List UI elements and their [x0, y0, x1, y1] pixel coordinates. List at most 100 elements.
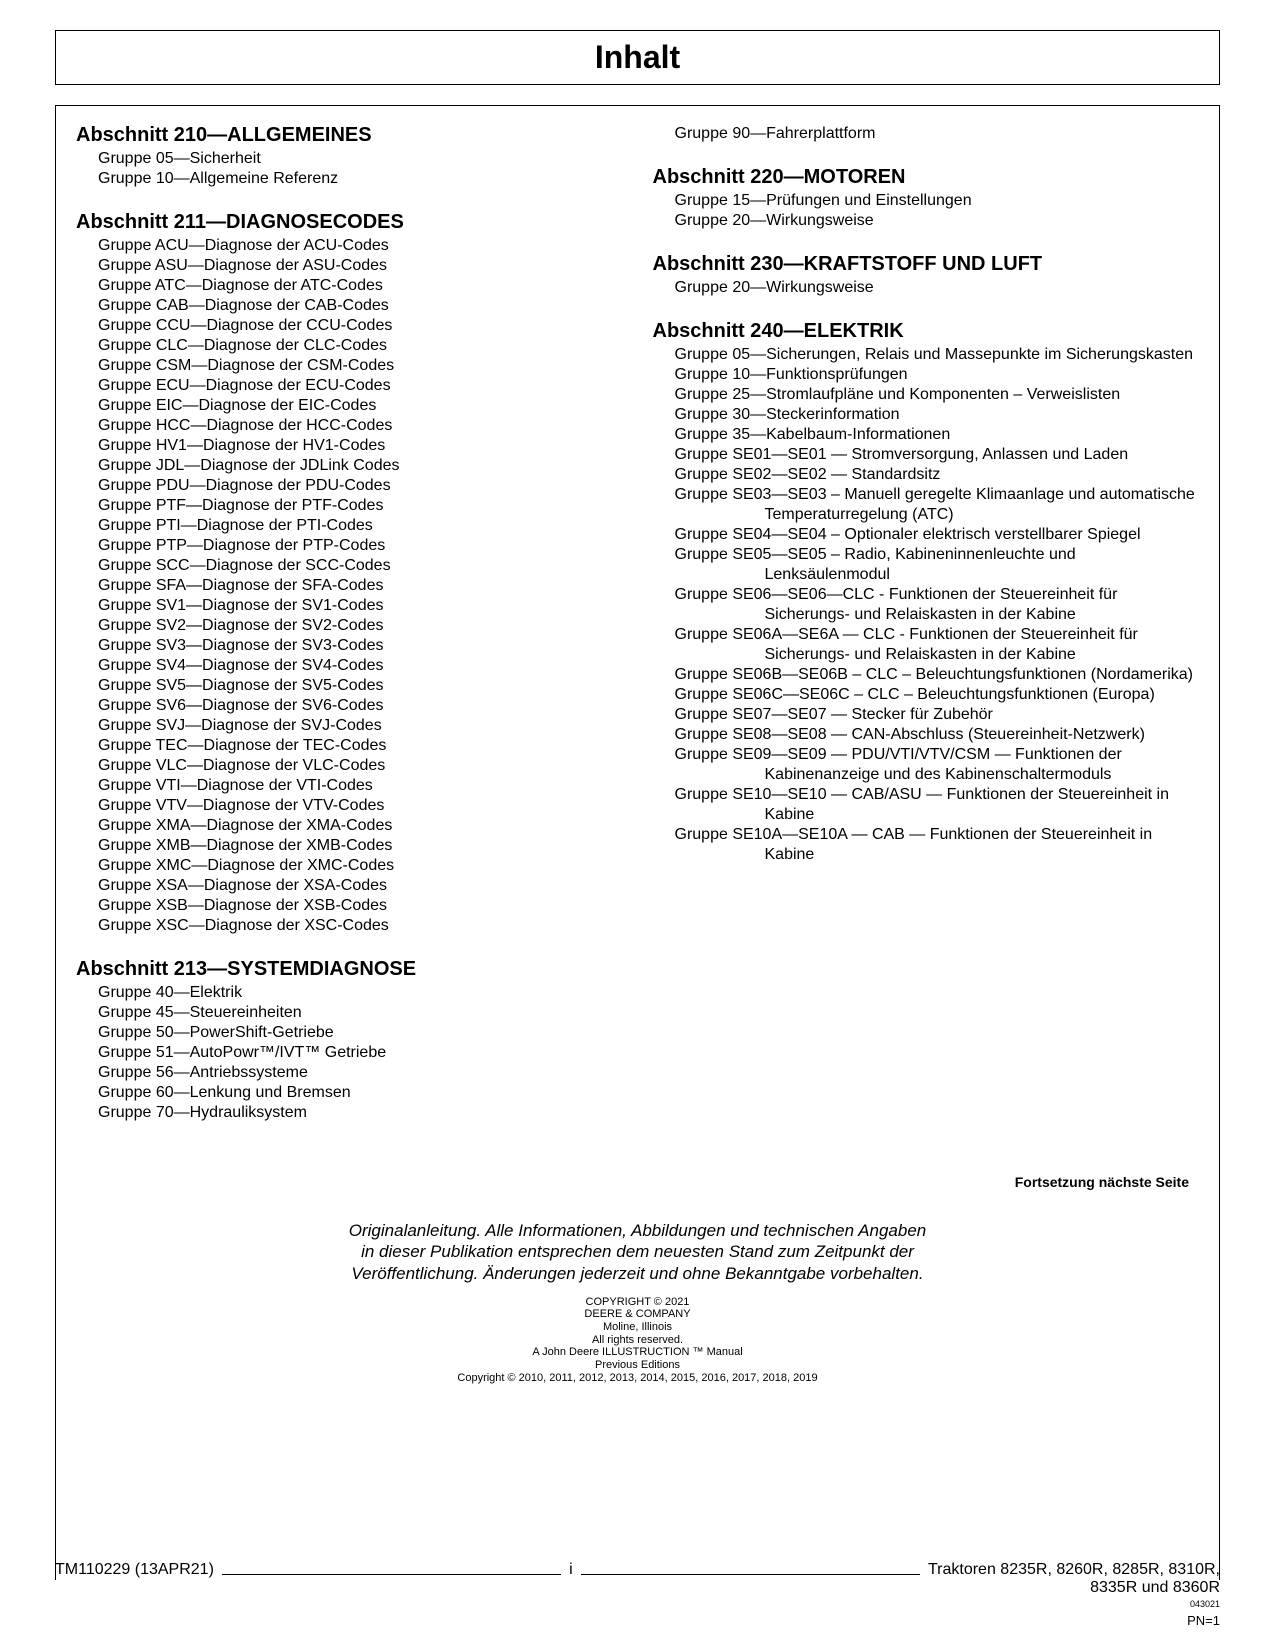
footer-small: 043021 — [55, 1599, 1220, 1609]
group-item: Gruppe SV6—Diagnose der SV6-Codes — [98, 696, 623, 716]
section-heading: Abschnitt 213—SYSTEMDIAGNOSE — [76, 958, 623, 981]
group-item: Gruppe SE05—SE05 – Radio, Kabineninnenle… — [675, 545, 1200, 585]
group-item: Gruppe 35—Kabelbaum-Informationen — [675, 425, 1200, 445]
group-list: Gruppe 15—Prüfungen und EinstellungenGru… — [653, 191, 1200, 231]
group-item: Gruppe XSC—Diagnose der XSC-Codes — [98, 916, 623, 936]
group-item: Gruppe SE06A—SE6A — CLC - Funktionen der… — [675, 625, 1200, 665]
group-item: Gruppe SE07—SE07 — Stecker für Zubehör — [675, 705, 1200, 725]
group-item: Gruppe SE06B—SE06B – CLC – Beleuchtungsf… — [675, 665, 1200, 685]
group-item: Gruppe TEC—Diagnose der TEC-Codes — [98, 736, 623, 756]
section-heading: Abschnitt 210—ALLGEMEINES — [76, 124, 623, 147]
group-item: Gruppe SV3—Diagnose der SV3-Codes — [98, 636, 623, 656]
copyright-line: All rights reserved. — [76, 1334, 1199, 1347]
section-heading: Abschnitt 220—MOTOREN — [653, 166, 1200, 189]
group-item: Gruppe CSM—Diagnose der CSM-Codes — [98, 356, 623, 376]
footer-rule — [222, 1574, 561, 1575]
content-frame: Abschnitt 210—ALLGEMEINESGruppe 05—Siche… — [55, 105, 1220, 1580]
group-item: Gruppe 05—Sicherheit — [98, 149, 623, 169]
section-heading: Abschnitt 211—DIAGNOSECODES — [76, 211, 623, 234]
section-heading: Abschnitt 240—ELEKTRIK — [653, 320, 1200, 343]
group-list: Gruppe 05—Sicherungen, Relais und Massep… — [653, 345, 1200, 865]
group-item: Gruppe 45—Steuereinheiten — [98, 1003, 623, 1023]
group-item: Gruppe XSB—Diagnose der XSB-Codes — [98, 896, 623, 916]
group-item: Gruppe SE08—SE08 — CAN-Abschluss (Steuer… — [675, 725, 1200, 745]
section-heading: Abschnitt 230—KRAFTSTOFF UND LUFT — [653, 253, 1200, 276]
group-item: Gruppe XMA—Diagnose der XMA-Codes — [98, 816, 623, 836]
group-item: Gruppe XMC—Diagnose der XMC-Codes — [98, 856, 623, 876]
footer: TM110229 (13APR21) i Traktoren 8235R, 82… — [55, 1561, 1220, 1628]
right-column: Gruppe 90—Fahrerplattform Abschnitt 220—M… — [653, 124, 1200, 1139]
group-item: Gruppe SE10A—SE10A — CAB — Funktionen de… — [675, 825, 1200, 865]
group-item: Gruppe 25—Stromlaufpläne und Komponenten… — [675, 385, 1200, 405]
page: Inhalt Abschnitt 210—ALLGEMEINESGruppe 0… — [0, 0, 1275, 1650]
group-item: Gruppe SE01—SE01 — Stromversorgung, Anla… — [675, 445, 1200, 465]
footer-rule — [581, 1574, 920, 1575]
group-list: Gruppe 90—Fahrerplattform — [653, 124, 1200, 144]
group-item: Gruppe SE02—SE02 — Standardsitz — [675, 465, 1200, 485]
group-item: Gruppe 40—Elektrik — [98, 983, 623, 1003]
footer-left: TM110229 (13APR21) — [55, 1561, 214, 1579]
group-item: Gruppe 50—PowerShift-Getriebe — [98, 1023, 623, 1043]
group-item: Gruppe ACU—Diagnose der ACU-Codes — [98, 236, 623, 256]
group-item: Gruppe SE03—SE03 – Manuell geregelte Kli… — [675, 485, 1200, 525]
group-item: Gruppe CLC—Diagnose der CLC-Codes — [98, 336, 623, 356]
group-item: Gruppe PDU—Diagnose der PDU-Codes — [98, 476, 623, 496]
group-item: Gruppe 15—Prüfungen und Einstellungen — [675, 191, 1200, 211]
group-item: Gruppe VTI—Diagnose der VTI-Codes — [98, 776, 623, 796]
footer-pn: PN=1 — [55, 1613, 1220, 1628]
group-item: Gruppe SV1—Diagnose der SV1-Codes — [98, 596, 623, 616]
disclaimer-line: Originalanleitung. Alle Informationen, A… — [76, 1220, 1199, 1241]
title-box: Inhalt — [55, 30, 1220, 85]
copyright-block: COPYRIGHT © 2021 DEERE & COMPANY Moline,… — [76, 1296, 1199, 1384]
columns: Abschnitt 210—ALLGEMEINESGruppe 05—Siche… — [76, 124, 1199, 1139]
group-item: Gruppe PTP—Diagnose der PTP-Codes — [98, 536, 623, 556]
group-item: Gruppe CAB—Diagnose der CAB-Codes — [98, 296, 623, 316]
group-item: Gruppe SE06—SE06—CLC - Funktionen der St… — [675, 585, 1200, 625]
group-item: Gruppe SE04—SE04 – Optionaler elektrisch… — [675, 525, 1200, 545]
footer-row: TM110229 (13APR21) i Traktoren 8235R, 82… — [55, 1561, 1220, 1579]
group-item: Gruppe SVJ—Diagnose der SVJ-Codes — [98, 716, 623, 736]
group-item: Gruppe HV1—Diagnose der HV1-Codes — [98, 436, 623, 456]
footer-right-2: 8335R und 8360R — [55, 1579, 1220, 1597]
group-item: Gruppe XSA—Diagnose der XSA-Codes — [98, 876, 623, 896]
copyright-line: DEERE & COMPANY — [76, 1308, 1199, 1321]
group-item: Gruppe 05—Sicherungen, Relais und Massep… — [675, 345, 1200, 365]
copyright-line: COPYRIGHT © 2021 — [76, 1296, 1199, 1309]
group-list: Gruppe 20—Wirkungsweise — [653, 278, 1200, 298]
group-item: Gruppe 60—Lenkung und Bremsen — [98, 1083, 623, 1103]
footer-page-num: i — [569, 1561, 573, 1579]
disclaimer: Originalanleitung. Alle Informationen, A… — [76, 1220, 1199, 1284]
group-item: Gruppe 56—Antriebssysteme — [98, 1063, 623, 1083]
group-item: Gruppe 20—Wirkungsweise — [675, 211, 1200, 231]
page-title: Inhalt — [56, 39, 1219, 76]
group-item: Gruppe CCU—Diagnose der CCU-Codes — [98, 316, 623, 336]
group-list: Gruppe 40—ElektrikGruppe 45—Steuereinhei… — [76, 983, 623, 1123]
group-item: Gruppe SV5—Diagnose der SV5-Codes — [98, 676, 623, 696]
copyright-line: Moline, Illinois — [76, 1321, 1199, 1334]
group-item: Gruppe VLC—Diagnose der VLC-Codes — [98, 756, 623, 776]
group-item: Gruppe SE09—SE09 — PDU/VTI/VTV/CSM — Fun… — [675, 745, 1200, 785]
disclaimer-line: Veröffentlichung. Änderungen jederzeit u… — [76, 1263, 1199, 1284]
disclaimer-line: in dieser Publikation entsprechen dem ne… — [76, 1241, 1199, 1262]
group-item: Gruppe SE10—SE10 — CAB/ASU — Funktionen … — [675, 785, 1200, 825]
copyright-line: Copyright © 2010, 2011, 2012, 2013, 2014… — [76, 1372, 1199, 1385]
group-item: Gruppe SE06C—SE06C – CLC – Beleuchtungsf… — [675, 685, 1200, 705]
group-item: Gruppe SV4—Diagnose der SV4-Codes — [98, 656, 623, 676]
group-item: Gruppe PTF—Diagnose der PTF-Codes — [98, 496, 623, 516]
group-item: Gruppe EIC—Diagnose der EIC-Codes — [98, 396, 623, 416]
footer-right: Traktoren 8235R, 8260R, 8285R, 8310R, — [928, 1561, 1220, 1579]
group-item: Gruppe 20—Wirkungsweise — [675, 278, 1200, 298]
left-column: Abschnitt 210—ALLGEMEINESGruppe 05—Siche… — [76, 124, 623, 1139]
group-item: Gruppe HCC—Diagnose der HCC-Codes — [98, 416, 623, 436]
group-item: Gruppe 10—Funktionsprüfungen — [675, 365, 1200, 385]
group-item: Gruppe VTV—Diagnose der VTV-Codes — [98, 796, 623, 816]
group-item: Gruppe 30—Steckerinformation — [675, 405, 1200, 425]
group-item: Gruppe ASU—Diagnose der ASU-Codes — [98, 256, 623, 276]
group-item: Gruppe XMB—Diagnose der XMB-Codes — [98, 836, 623, 856]
group-item: Gruppe SCC—Diagnose der SCC-Codes — [98, 556, 623, 576]
group-item: Gruppe ECU—Diagnose der ECU-Codes — [98, 376, 623, 396]
group-item: Gruppe ATC—Diagnose der ATC-Codes — [98, 276, 623, 296]
group-list: Gruppe 05—SicherheitGruppe 10—Allgemeine… — [76, 149, 623, 189]
group-list: Gruppe ACU—Diagnose der ACU-CodesGruppe … — [76, 236, 623, 936]
continue-note: Fortsetzung nächste Seite — [76, 1174, 1199, 1190]
